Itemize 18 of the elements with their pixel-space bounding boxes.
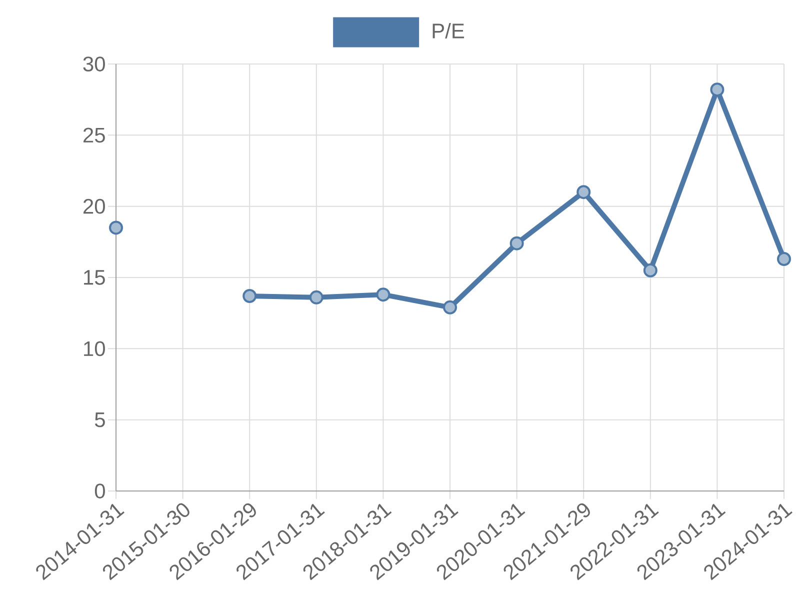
point — [443, 300, 458, 314]
point — [576, 185, 591, 200]
point — [109, 220, 123, 235]
y-tick-label: 0 — [94, 484, 105, 498]
point — [643, 263, 658, 278]
y-tick-label: 5 — [94, 412, 105, 428]
point — [510, 236, 524, 250]
point — [376, 288, 390, 302]
point — [242, 289, 257, 304]
y-tick-label: 10 — [84, 341, 105, 356]
point — [710, 82, 724, 97]
point — [309, 290, 324, 304]
point — [777, 252, 792, 266]
y-tick-label: 30 — [83, 56, 105, 72]
y-tick-label: 15 — [84, 270, 105, 285]
y-tick-label: 20 — [83, 198, 105, 214]
legend-label: P/E — [432, 23, 464, 38]
y-tick-label: 25 — [83, 128, 105, 143]
